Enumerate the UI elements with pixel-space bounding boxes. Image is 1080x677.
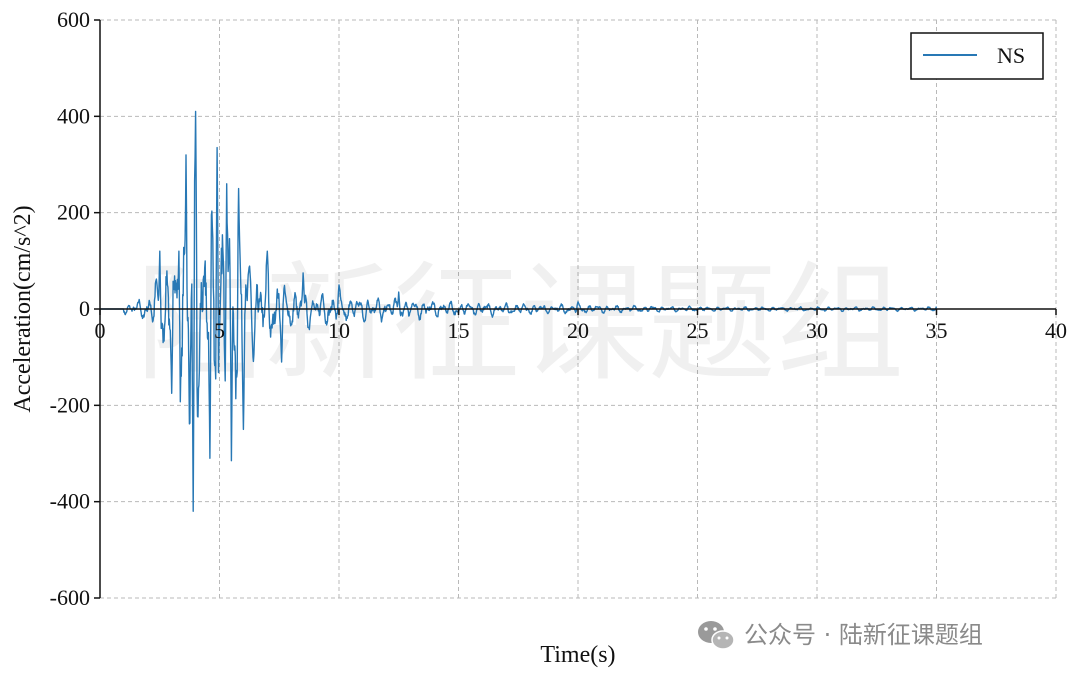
x-tick-label-40: 40 [1045,318,1067,343]
y-tick-label-600: 600 [57,7,90,32]
x-axis-title: Time(s) [540,642,615,668]
y-tick-label--200: -200 [50,392,90,417]
legend-label-ns: NS [997,43,1025,68]
y-tick-label-200: 200 [57,200,90,225]
y-tick-labels: 600 400 200 0 -200 -400 -600 [50,7,90,610]
x-tick-label-0: 0 [95,318,106,343]
x-tick-label-20: 20 [567,318,589,343]
x-tick-label-15: 15 [448,318,470,343]
axes [94,19,1057,599]
x-tick-label-5: 5 [214,318,225,343]
x-tick-label-35: 35 [926,318,948,343]
footer-watermark: 公众号 · 陆新征课题组 [698,621,983,650]
footer-watermark-text: 公众号 · 陆新征课题组 [744,621,983,649]
x-tick-label-30: 30 [806,318,828,343]
y-tick-label--600: -600 [50,585,90,610]
y-tick-label-0: 0 [79,296,90,321]
legend: NS [910,32,1044,80]
y-axis-title: Acceleration(cm/s^2) [10,205,36,412]
x-tick-label-25: 25 [687,318,709,343]
background-watermark: 陆新征课题组 [136,250,904,399]
y-tick-label--400: -400 [50,489,90,514]
wechat-icon [698,621,735,650]
x-tick-label-10: 10 [328,318,350,343]
y-tick-label-400: 400 [57,103,90,128]
x-tick-labels: 0 5 10 15 20 25 30 35 40 [95,318,1068,343]
